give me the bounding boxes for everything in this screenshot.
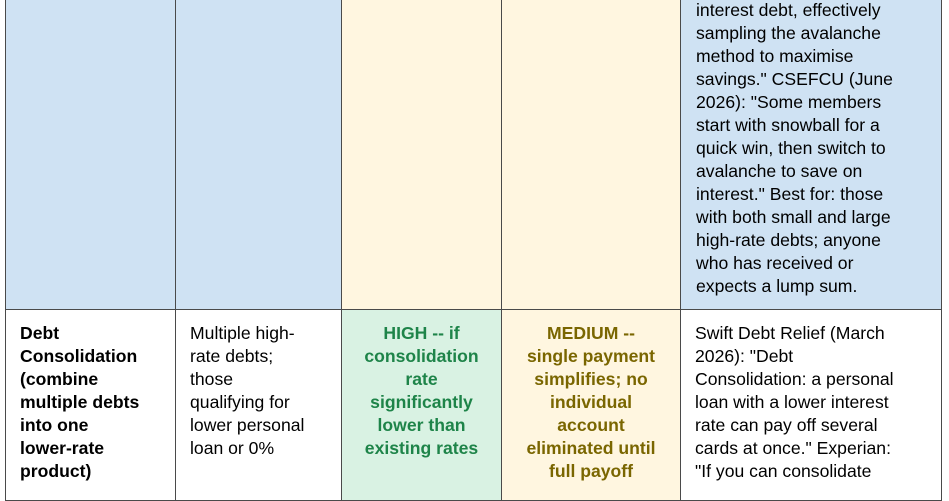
who-text: Multiple high- rate debts; those qualify… <box>190 323 305 458</box>
motivation-cell: MEDIUM -- single payment simplifies; no … <box>501 309 681 501</box>
strategy-cell <box>5 0 176 310</box>
strategy-name: Debt Consolidation (combine multiple deb… <box>20 323 140 481</box>
who-cell: Multiple high- rate debts; those qualify… <box>175 309 342 501</box>
who-cell <box>175 0 342 310</box>
strategy-cell: Debt Consolidation (combine multiple deb… <box>5 309 176 501</box>
strategy-comparison-table: interest debt, effectively sampling the … <box>5 0 942 501</box>
motivation-cell <box>501 0 681 310</box>
notes-text: Swift Debt Relief (March 2026): "Debt Co… <box>695 323 894 481</box>
motivation-rating: MEDIUM -- single payment simplifies; no … <box>526 323 656 481</box>
notes-text: interest debt, effectively sampling the … <box>696 0 893 296</box>
notes-cell: Swift Debt Relief (March 2026): "Debt Co… <box>680 309 942 501</box>
notes-cell: interest debt, effectively sampling the … <box>680 0 942 310</box>
table-row: interest debt, effectively sampling the … <box>5 0 942 310</box>
table-row: Debt Consolidation (combine multiple deb… <box>5 309 942 501</box>
savings-rating: HIGH -- if consolidation rate significan… <box>364 323 479 458</box>
savings-cell: HIGH -- if consolidation rate significan… <box>341 309 502 501</box>
savings-cell <box>341 0 502 310</box>
